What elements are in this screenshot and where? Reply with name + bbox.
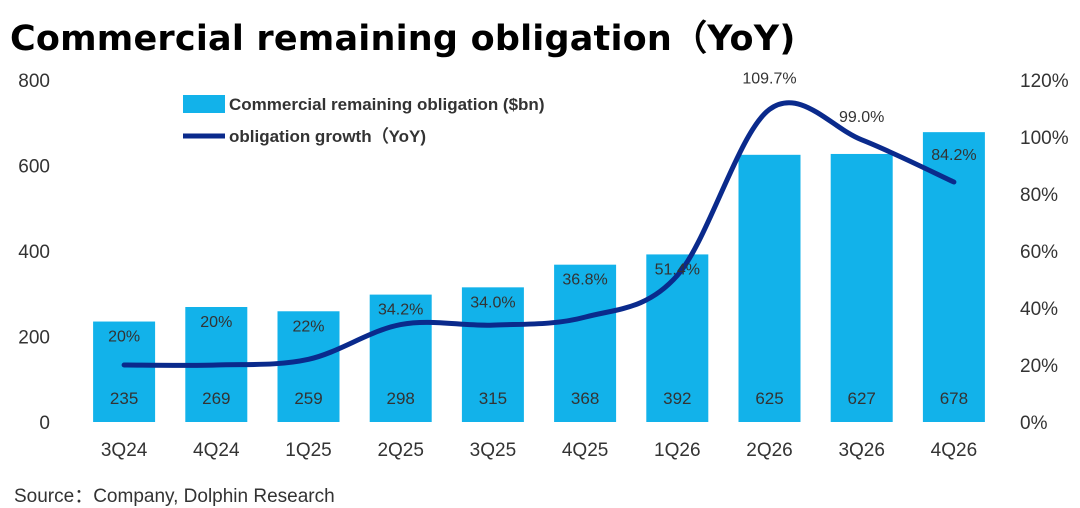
left-tick-label: 200 bbox=[18, 328, 50, 349]
growth-value-label: 34.2% bbox=[378, 302, 423, 319]
bar bbox=[738, 154, 801, 422]
legend-line-label: obligation growth（YoY) bbox=[229, 126, 426, 146]
bar-value-label: 678 bbox=[940, 389, 968, 408]
bar bbox=[922, 132, 985, 422]
bar bbox=[369, 294, 432, 422]
category-label: 3Q24 bbox=[101, 440, 148, 461]
bar-value-label: 392 bbox=[663, 389, 691, 408]
left-tick-label: 600 bbox=[18, 157, 50, 178]
right-tick-label: 120% bbox=[1020, 71, 1069, 92]
category-label: 1Q26 bbox=[654, 440, 700, 461]
right-tick-label: 0% bbox=[1020, 413, 1048, 434]
left-axis: 0 200 400 600 800 bbox=[18, 71, 50, 434]
growth-value-label: 109.7% bbox=[742, 70, 796, 87]
category-label: 2Q25 bbox=[377, 440, 423, 461]
bar bbox=[646, 254, 709, 422]
category-label: 2Q26 bbox=[746, 440, 792, 461]
bar-value-label: 259 bbox=[294, 389, 322, 408]
left-tick-label: 0 bbox=[39, 413, 50, 434]
growth-value-label: 34.0% bbox=[470, 294, 515, 311]
growth-value-labels: 20% 20% 22% 34.2% 34.0% 36.8% 51.4% 109.7% 99.0%… bbox=[108, 70, 977, 345]
bar-value-label: 315 bbox=[479, 389, 507, 408]
bar bbox=[461, 287, 524, 422]
right-tick-label: 40% bbox=[1020, 299, 1058, 320]
bar-series bbox=[93, 132, 985, 422]
growth-value-label: 20% bbox=[108, 329, 140, 346]
right-tick-label: 100% bbox=[1020, 128, 1069, 149]
growth-value-label: 22% bbox=[292, 318, 324, 335]
category-label: 4Q25 bbox=[562, 440, 608, 461]
bar-value-label: 368 bbox=[571, 389, 599, 408]
bar-value-label: 298 bbox=[387, 389, 415, 408]
source-note: Source：Company, Dolphin Research bbox=[14, 486, 335, 507]
bar-value-label: 627 bbox=[848, 389, 876, 408]
bar-value-label: 235 bbox=[110, 389, 138, 408]
legend: Commercial remaining obligation ($bn) ob… bbox=[183, 95, 544, 146]
category-label: 3Q26 bbox=[838, 440, 884, 461]
growth-value-label: 36.8% bbox=[562, 272, 607, 289]
legend-bar-swatch bbox=[183, 95, 225, 113]
bar bbox=[277, 311, 340, 422]
legend-bar-label: Commercial remaining obligation ($bn) bbox=[229, 95, 544, 114]
growth-value-label: 99.0% bbox=[839, 109, 884, 126]
category-label: 4Q26 bbox=[931, 440, 977, 461]
bar bbox=[554, 264, 617, 422]
bar-value-labels: 235 269 259 298 315 368 392 625 627 678 bbox=[110, 389, 968, 408]
left-tick-label: 800 bbox=[18, 71, 50, 92]
growth-line bbox=[121, 100, 957, 368]
right-tick-label: 80% bbox=[1020, 185, 1058, 206]
bar bbox=[830, 153, 893, 422]
x-axis-labels: 3Q24 4Q24 1Q25 2Q25 3Q25 4Q25 1Q26 2Q26 3Q26 4Q26 bbox=[101, 440, 977, 461]
category-label: 3Q25 bbox=[470, 440, 516, 461]
bar-value-label: 625 bbox=[755, 389, 783, 408]
growth-value-label: 20% bbox=[200, 314, 232, 331]
bar-value-label: 269 bbox=[202, 389, 230, 408]
chart-title: Commercial remaining obligation（YoY) bbox=[10, 19, 796, 59]
right-axis: 0% 20% 40% 60% 80% 100% 120% bbox=[1020, 71, 1069, 434]
left-tick-label: 400 bbox=[18, 242, 50, 263]
right-tick-label: 20% bbox=[1020, 356, 1058, 377]
right-tick-label: 60% bbox=[1020, 242, 1058, 263]
category-label: 4Q24 bbox=[193, 440, 240, 461]
bar bbox=[93, 321, 156, 422]
category-label: 1Q25 bbox=[285, 440, 331, 461]
growth-value-label: 84.2% bbox=[931, 147, 976, 164]
growth-value-label: 51.4% bbox=[655, 261, 700, 278]
